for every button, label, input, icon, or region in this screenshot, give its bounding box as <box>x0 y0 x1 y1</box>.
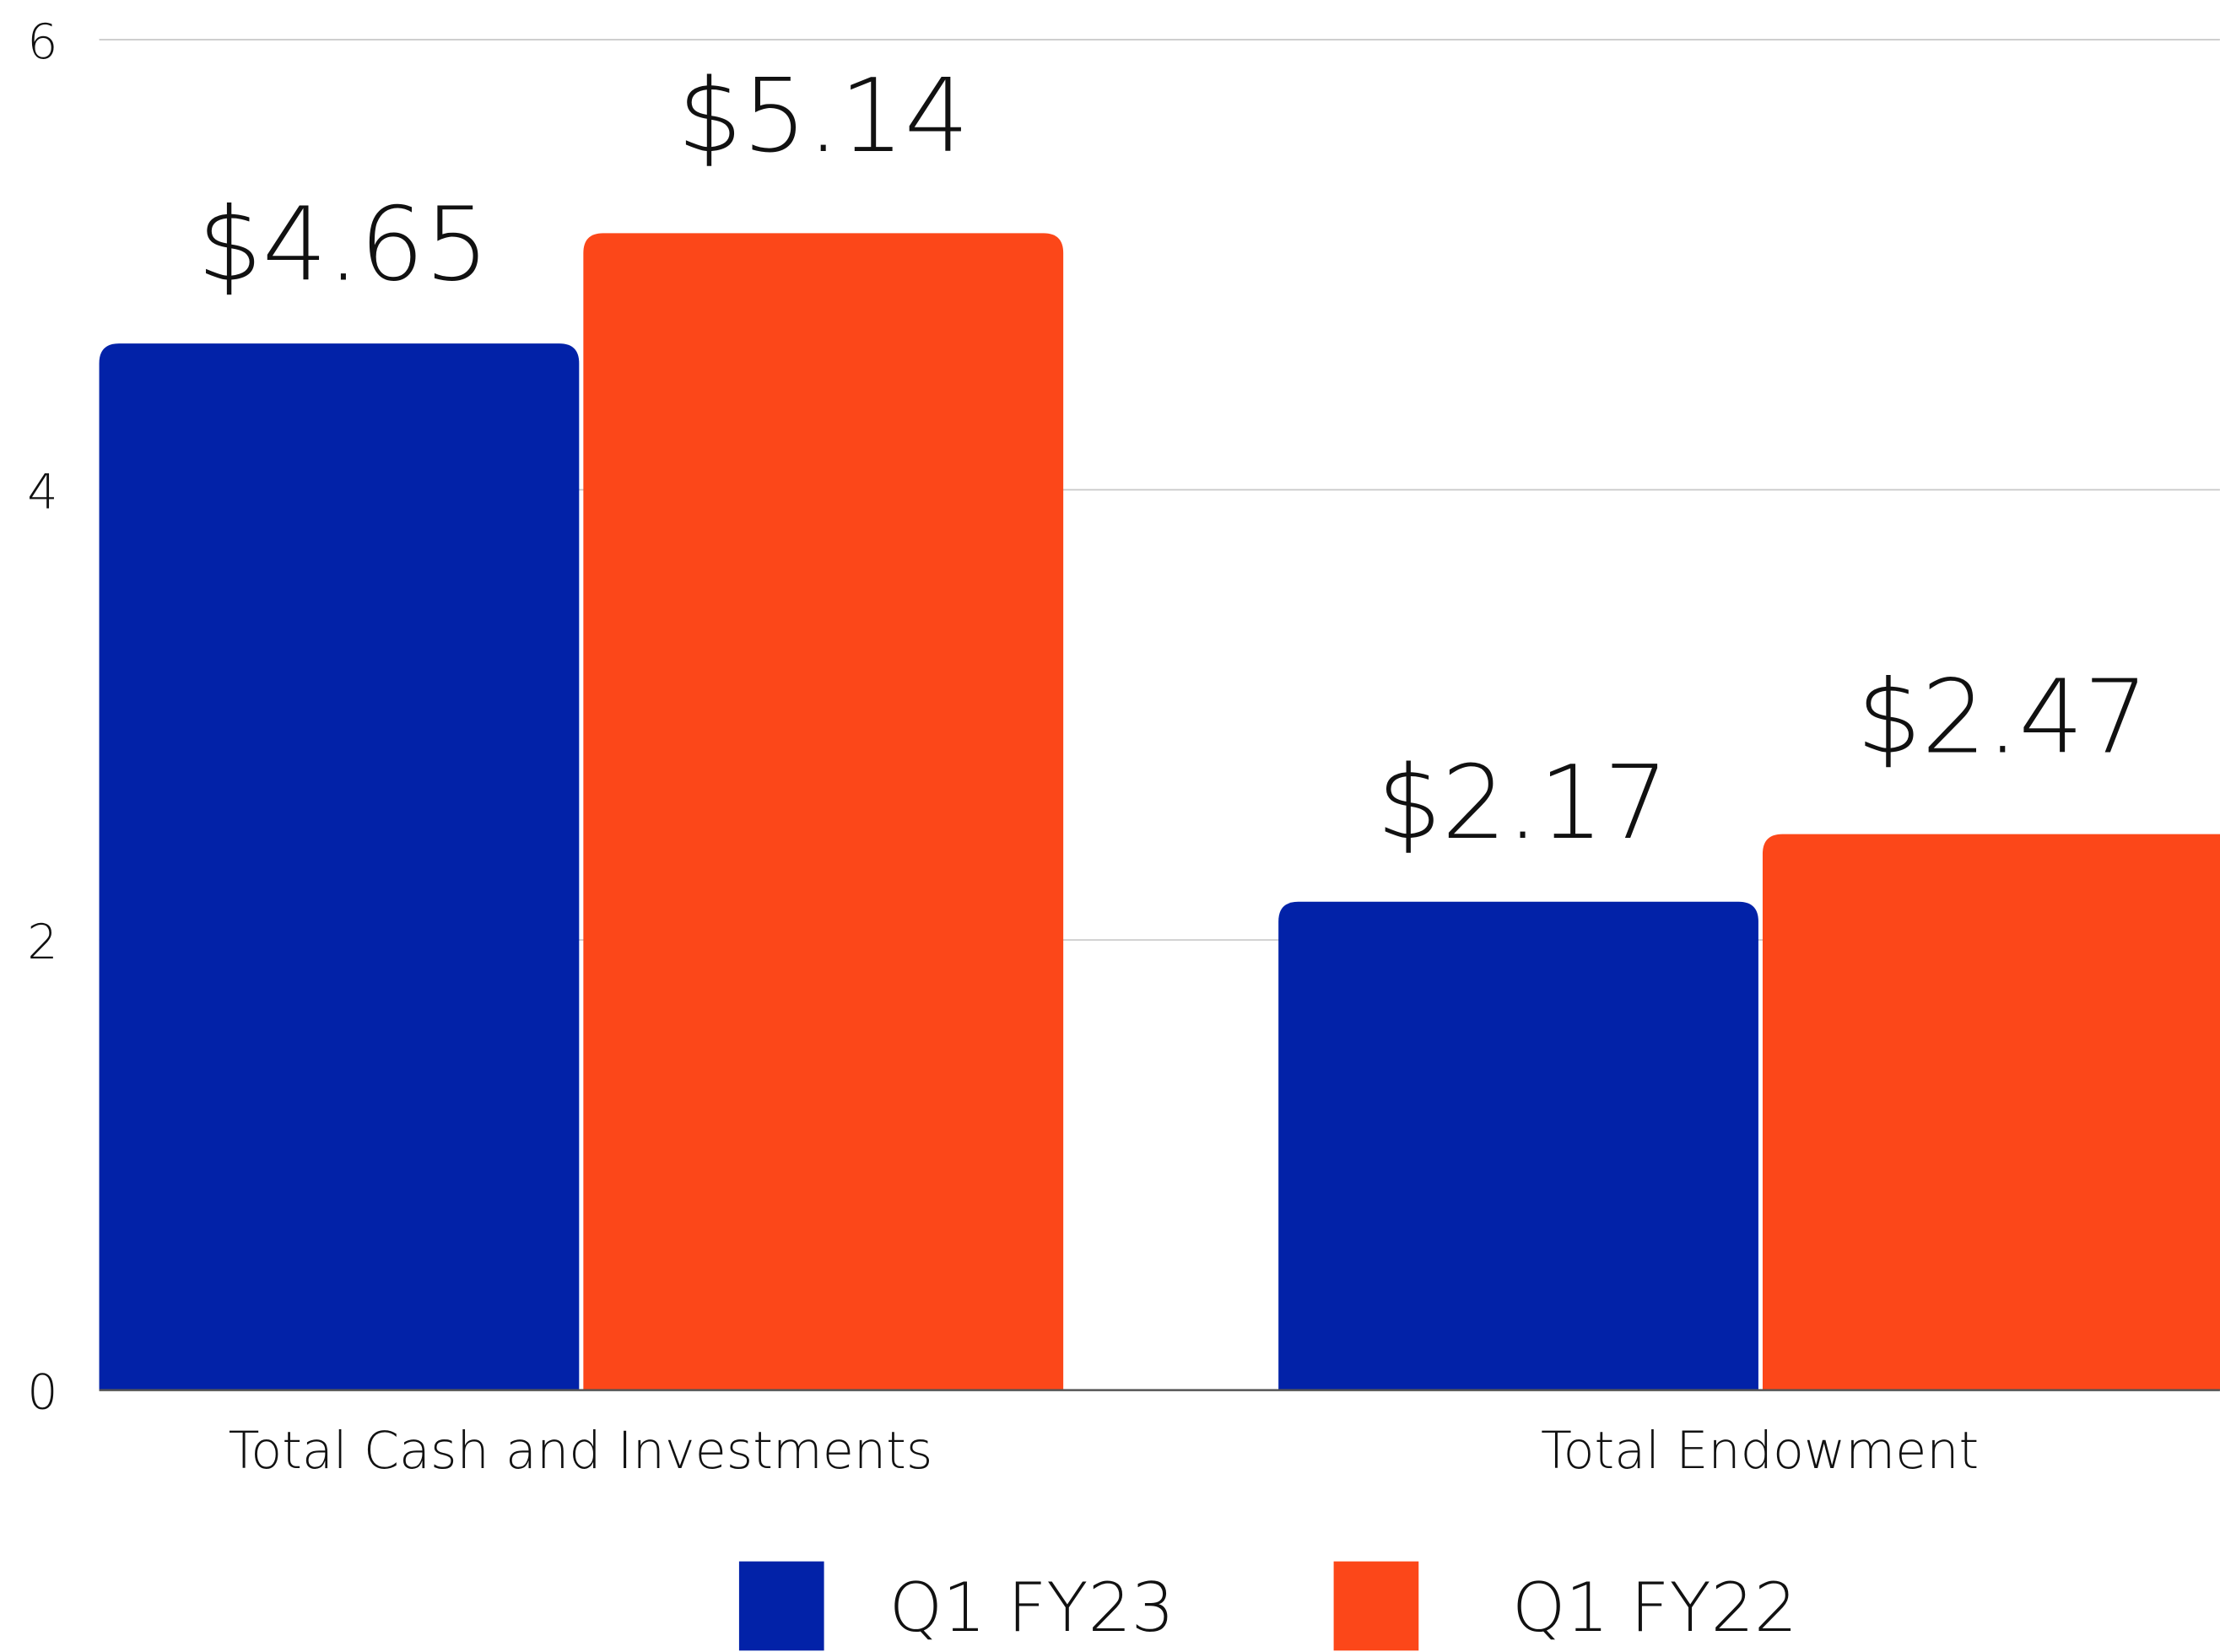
value-label: $2.47 <box>1856 658 2148 776</box>
y-tick-label: 2 <box>27 915 57 970</box>
bar <box>99 343 580 1390</box>
value-label: $5.14 <box>678 57 970 175</box>
y-tick-label: 6 <box>27 14 57 70</box>
y-tick-label: 0 <box>27 1364 57 1420</box>
x-tick-label: Total Cash and Investments <box>229 1422 933 1481</box>
bar <box>583 233 1064 1390</box>
legend-label: Q1 FY22 <box>1512 1568 1797 1647</box>
legend-label: Q1 FY23 <box>889 1568 1175 1647</box>
legend-swatch <box>738 1561 824 1651</box>
y-tick-label: 4 <box>27 464 57 520</box>
bar <box>1762 834 2220 1390</box>
legend-swatch <box>1333 1561 1419 1651</box>
x-tick-label: Total Endowment <box>1541 1422 1979 1481</box>
value-label: $2.17 <box>1377 744 1669 862</box>
bar <box>1278 901 1758 1390</box>
value-label: $4.65 <box>197 186 489 305</box>
